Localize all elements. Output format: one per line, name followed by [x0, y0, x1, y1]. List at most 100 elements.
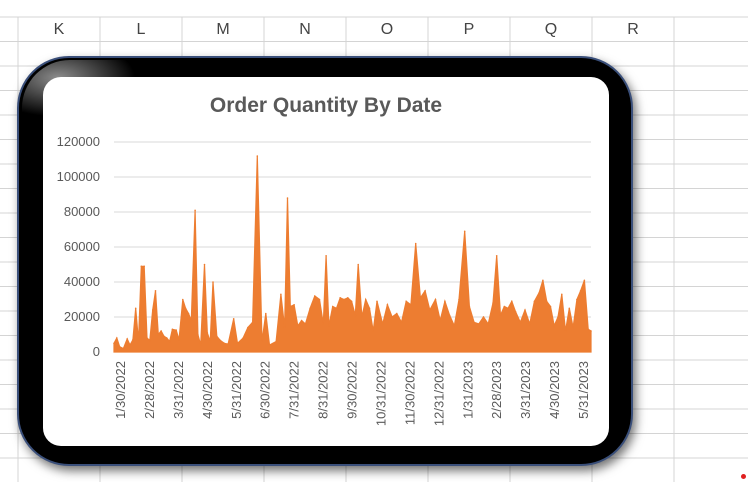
series-area: [113, 155, 592, 353]
data-point: [434, 298, 437, 301]
data-point: [533, 300, 536, 303]
data-point: [199, 344, 202, 346]
data-point: [247, 326, 249, 329]
x-tick-label: 1/30/2022: [113, 361, 128, 419]
data-point: [468, 305, 471, 308]
y-tick-label: 80000: [64, 204, 100, 219]
data-point: [134, 307, 137, 310]
cell-marker-dot: [741, 474, 746, 479]
data-point: [265, 312, 267, 315]
data-point: [132, 339, 134, 341]
data-point: [579, 290, 582, 292]
data-point: [357, 263, 360, 266]
data-point: [386, 304, 389, 306]
data-point: [203, 263, 206, 266]
data-point: [339, 297, 342, 299]
x-tick-label: 6/30/2022: [258, 361, 273, 419]
data-point: [140, 265, 143, 268]
data-point: [463, 230, 466, 233]
data-point: [227, 343, 229, 345]
data-point: [187, 312, 190, 315]
order-quantity-series-area[interactable]: [113, 155, 592, 353]
data-point: [280, 293, 282, 296]
data-point: [542, 279, 544, 282]
chart-title[interactable]: Order Quantity By Date: [209, 94, 443, 117]
data-point: [458, 298, 460, 301]
data-point: [113, 342, 115, 345]
data-point: [297, 325, 299, 327]
data-point: [212, 281, 214, 283]
y-tick-label: 60000: [64, 239, 100, 254]
data-point: [190, 319, 193, 322]
x-tick-label: 3/31/2022: [171, 361, 186, 419]
data-point: [414, 242, 417, 245]
data-point: [482, 316, 485, 318]
data-point: [146, 337, 148, 339]
data-point: [354, 314, 357, 317]
data-point: [590, 330, 592, 332]
data-point: [391, 316, 393, 318]
data-point: [507, 307, 509, 310]
x-tick-label: 5/31/2023: [576, 361, 591, 419]
data-point: [400, 321, 403, 324]
column-header-r[interactable]: R: [627, 21, 639, 38]
data-point: [118, 346, 121, 348]
data-point: [171, 328, 174, 331]
y-axis-tick-labels: 0 20000 40000 60000 80000 100000 120000: [57, 134, 100, 359]
data-point: [410, 304, 412, 306]
data-point: [519, 321, 522, 324]
data-point: [473, 321, 475, 324]
data-point: [419, 297, 422, 299]
column-header-q[interactable]: Q: [544, 21, 558, 38]
data-point: [143, 265, 145, 268]
column-header-k[interactable]: K: [53, 21, 65, 38]
data-point: [293, 304, 295, 306]
data-point: [251, 321, 254, 324]
data-point: [216, 335, 218, 338]
data-point: [514, 311, 517, 313]
data-point: [524, 309, 526, 311]
data-point: [343, 298, 345, 301]
x-tick-label: 4/30/2023: [547, 361, 562, 419]
data-point: [572, 326, 574, 329]
x-tick-label: 4/30/2022: [200, 361, 215, 419]
x-axis-tick-labels: 1/30/2022 2/28/2022 3/31/2022 4/30/2022 5/31…: [113, 361, 591, 426]
data-point: [487, 323, 490, 325]
column-header-m[interactable]: M: [216, 21, 230, 38]
y-tick-label: 40000: [64, 274, 100, 289]
column-header-o[interactable]: O: [380, 21, 394, 38]
data-point: [361, 316, 363, 318]
data-point: [236, 342, 239, 345]
data-point: [304, 323, 307, 325]
x-tick-label: 8/31/2022: [316, 361, 331, 419]
data-point: [168, 340, 171, 343]
x-tick-label: 10/31/2022: [373, 361, 388, 426]
x-tick-label: 3/31/2023: [518, 361, 533, 419]
data-point: [376, 300, 378, 303]
data-point: [424, 290, 426, 292]
column-header-n[interactable]: N: [299, 21, 311, 38]
data-point: [149, 339, 151, 342]
data-point: [444, 300, 446, 303]
data-point: [439, 319, 442, 322]
data-point: [372, 330, 375, 332]
data-point: [492, 302, 494, 304]
column-header-l[interactable]: L: [136, 21, 146, 38]
data-point: [478, 323, 480, 325]
data-point: [368, 307, 371, 310]
data-point: [232, 318, 235, 320]
data-point: [289, 305, 292, 308]
data-point: [314, 295, 316, 297]
data-point: [557, 316, 559, 318]
data-point: [587, 328, 589, 331]
data-point: [275, 340, 277, 343]
data-point: [194, 209, 196, 212]
data-point: [564, 330, 567, 332]
data-point: [576, 298, 578, 301]
data-point: [429, 309, 431, 311]
data-point: [151, 309, 154, 311]
column-header-p[interactable]: P: [463, 21, 475, 38]
data-point: [209, 340, 211, 343]
data-point: [137, 340, 140, 343]
